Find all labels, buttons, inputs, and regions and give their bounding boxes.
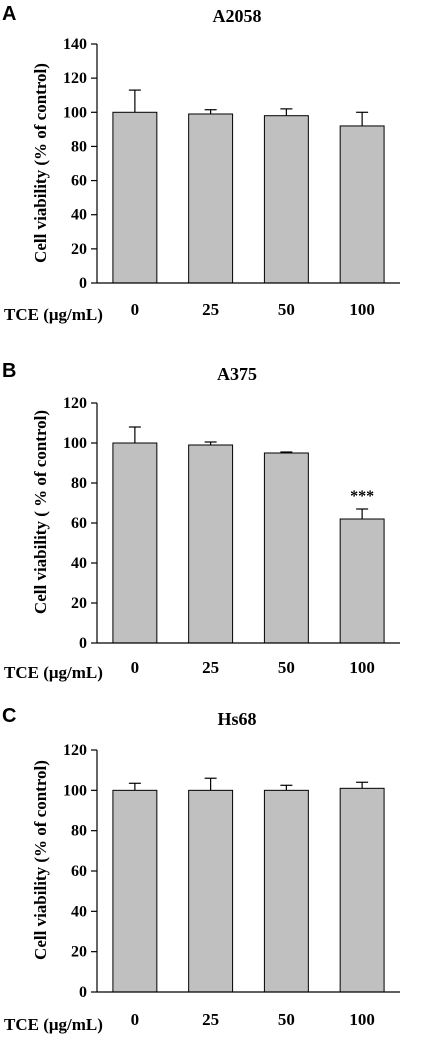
y-tick-label: 100 <box>63 435 87 452</box>
bar-50 <box>263 115 309 284</box>
x-tick-label-0: 0 <box>131 1010 140 1029</box>
x-tick-label-0: 0 <box>131 300 140 319</box>
panel-label: B <box>2 360 16 382</box>
bar-25 <box>188 444 234 644</box>
bar-100 <box>339 125 385 284</box>
x-tick-label-100: 100 <box>349 1010 375 1029</box>
x-tick-label-0: 0 <box>131 658 140 677</box>
bar-chart-a2058: A A2058 Cell viability (% of control) TC… <box>2 3 400 324</box>
y-tick-label: 60 <box>71 173 87 190</box>
chart-title: Hs68 <box>217 709 256 729</box>
y-tick-label: 80 <box>71 823 87 840</box>
y-axis-label: Cell viability ( % of control) <box>31 410 50 614</box>
x-tick-label-50: 50 <box>278 658 295 677</box>
bar-0 <box>112 789 158 993</box>
bar-25 <box>188 789 234 993</box>
bar-25 <box>188 113 234 284</box>
y-tick-label: 60 <box>71 863 87 880</box>
y-tick-label: 80 <box>71 475 87 492</box>
chart-title: A2058 <box>213 6 262 26</box>
y-tick-label: 40 <box>71 903 87 920</box>
chart-panel-b: B A375 Cell viability ( % of control) TC… <box>0 345 436 690</box>
x-tick-label-50: 50 <box>278 300 295 319</box>
x-tick-label-100: 100 <box>349 658 375 677</box>
y-tick-label: 60 <box>71 515 87 532</box>
y-tick-label: 100 <box>63 782 87 799</box>
x-tick-label-25: 25 <box>202 658 219 677</box>
bar-100 <box>339 518 385 644</box>
panel-label: A <box>2 3 16 25</box>
chart-panel-c: C Hs68 Cell viability (% of control) TCE… <box>0 690 436 1042</box>
y-tick-label: 40 <box>71 555 87 572</box>
y-tick-label: 120 <box>63 70 87 87</box>
y-tick-label: 0 <box>79 984 87 1001</box>
x-axis-label: TCE (μg/mL) <box>4 305 103 324</box>
x-axis-label: TCE (μg/mL) <box>4 663 103 682</box>
x-axis-label: TCE (μg/mL) <box>4 1015 103 1034</box>
panel-label: C <box>2 705 16 727</box>
y-tick-label: 40 <box>71 207 87 224</box>
y-tick-label: 20 <box>71 241 87 258</box>
y-tick-label: 20 <box>71 944 87 961</box>
y-tick-label: 80 <box>71 138 87 155</box>
x-tick-label-25: 25 <box>202 1010 219 1029</box>
x-tick-label-50: 50 <box>278 1010 295 1029</box>
y-tick-label: 140 <box>63 36 87 53</box>
y-tick-label: 100 <box>63 104 87 121</box>
chart-panel-a: A A2058 Cell viability (% of control) TC… <box>0 0 436 340</box>
chart-title: A375 <box>217 364 257 384</box>
x-tick-label-25: 25 <box>202 300 219 319</box>
bar-chart-a375: B A375 Cell viability ( % of control) TC… <box>2 360 400 682</box>
bar-0 <box>112 442 158 644</box>
bar-50 <box>263 789 309 993</box>
bar-chart-hs68: C Hs68 Cell viability (% of control) TCE… <box>2 705 400 1034</box>
y-tick-label: 120 <box>63 395 87 412</box>
y-tick-label: 0 <box>79 635 87 652</box>
y-axis-label: Cell viability (% of control) <box>31 760 50 960</box>
significance-marker: *** <box>350 488 374 505</box>
bar-50 <box>263 452 309 644</box>
y-tick-label: 20 <box>71 595 87 612</box>
bar-0 <box>112 111 158 284</box>
x-tick-label-100: 100 <box>349 300 375 319</box>
bar-100 <box>339 787 385 993</box>
y-tick-label: 0 <box>79 275 87 292</box>
y-tick-label: 120 <box>63 742 87 759</box>
y-axis-label: Cell viability (% of control) <box>31 63 50 263</box>
